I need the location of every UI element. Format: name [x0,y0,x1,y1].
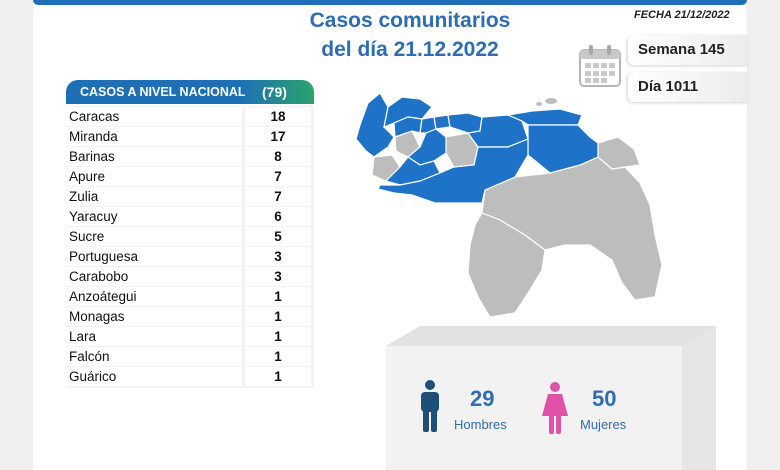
map-region-amazonas [467,212,546,318]
woman-icon [542,382,568,434]
men-count: 29 [470,386,495,411]
case-count: 1 [245,367,311,386]
table-row: Barinas 8 [66,147,314,166]
day-badge: Día 1011 [628,72,748,102]
state-name: Sucre [66,227,242,246]
date-label: FECHA 21/12/2022 [634,9,730,21]
case-count: 8 [245,147,311,166]
case-count: 1 [245,327,311,346]
table-row: Sucre 5 [66,227,314,246]
state-name: Monagas [66,307,242,326]
map-island-margarita [545,98,557,104]
case-count: 1 [245,347,311,366]
table-row: Anzoátegui 1 [66,287,314,306]
table-row: Guárico 1 [66,367,314,386]
state-name: Miranda [66,127,242,146]
man-icon [421,380,439,432]
case-count: 3 [245,267,311,286]
title-line-2: del día 21.12.2022 [321,38,499,61]
table-title: CASOS A NIVEL NACIONAL [80,85,246,99]
state-name: Apure [66,167,242,186]
state-name: Guárico [66,367,242,386]
cases-table: Caracas 18 Miranda 17 Barinas 8 Apure 7 Zulia 7 Ya… [66,106,314,388]
map-region-apure [377,138,529,204]
state-name: Barinas [66,147,242,166]
table-row: Carabobo 3 [66,267,314,286]
title-line-1: Casos comunitarios [309,9,511,32]
men-label: Hombres [454,417,507,432]
table-total: (79) [262,84,287,100]
table-row: Portuguesa 3 [66,247,314,266]
table-row: Yaracuy 6 [66,207,314,226]
case-count: 1 [245,307,311,326]
case-count: 18 [245,107,311,126]
state-name: Carabobo [66,267,242,286]
map-region-carabobo [433,114,451,130]
women-count: 50 [592,386,617,411]
venezuela-map [355,92,663,318]
day-label: Día 1011 [638,78,699,95]
women-label: Mujeres [580,417,627,432]
case-count: 3 [245,247,311,266]
state-name: Falcón [66,347,242,366]
table-row: Caracas 18 [66,107,314,126]
table-row: Lara 1 [66,327,314,346]
map-region-delta [597,136,641,170]
top-bar [33,0,747,5]
case-count: 6 [245,207,311,226]
page-title: Casos comunitarios del día 21.12.2022 [250,6,570,64]
map-region-zulia [355,92,395,158]
table-row: Miranda 17 [66,127,314,146]
case-count: 1 [245,287,311,306]
state-name: Lara [66,327,242,346]
state-name: Anzoátegui [66,287,242,306]
table-row: Monagas 1 [66,307,314,326]
table-row: Falcón 1 [66,347,314,366]
case-count: 5 [245,227,311,246]
state-name: Portuguesa [66,247,242,266]
table-header: CASOS A NIVEL NACIONAL (79) [66,80,314,104]
calendar-icon [579,45,621,87]
case-count: 7 [245,187,311,206]
case-count: 7 [245,167,311,186]
state-name: Caracas [66,107,242,126]
map-island-small [536,102,542,106]
state-name: Zulia [66,187,242,206]
map-region-caracas-miranda [447,112,483,134]
state-name: Yaracuy [66,207,242,226]
case-count: 17 [245,127,311,146]
week-label: Semana 145 [638,41,725,58]
table-row: Zulia 7 [66,187,314,206]
table-row: Apure 7 [66,167,314,186]
week-badge: Semana 145 [628,35,748,65]
